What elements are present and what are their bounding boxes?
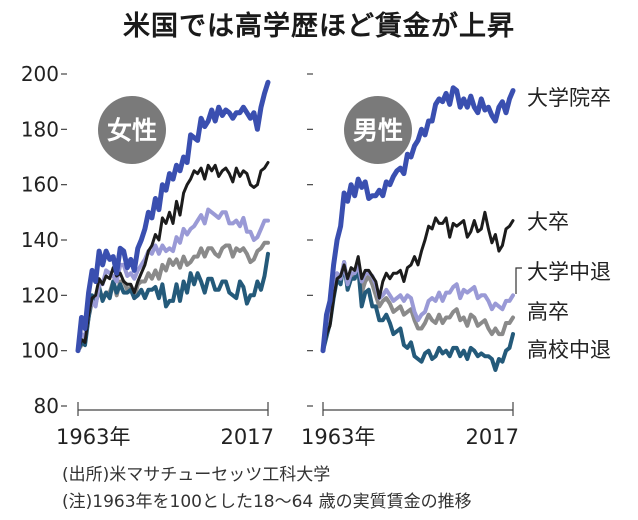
series-line-some_college — [76, 207, 270, 353]
series-line-hs_dropout — [76, 251, 270, 353]
panel-badge-circle — [344, 96, 412, 164]
series-line-college_plus — [75, 79, 271, 354]
label-leader — [515, 267, 522, 294]
y-tick-label: 80 — [34, 394, 59, 418]
y-tick-label: 200 — [21, 62, 59, 86]
series-line-some_college — [321, 260, 515, 353]
panel-label: 男性 — [353, 116, 403, 145]
x-tick-label: 1963年 — [56, 425, 130, 449]
series-line-hs_dropout — [321, 260, 515, 372]
series-label-some_college: 大学中退 — [527, 260, 611, 284]
y-tick-label: 160 — [21, 173, 59, 197]
series-label-college: 大卒 — [527, 210, 569, 234]
series-label-hs_dropout: 高校中退 — [527, 338, 611, 362]
footnote: (注)1963年を100とした18～64 歳の実質賃金の推移 — [62, 492, 472, 512]
y-tick-label: 100 — [21, 339, 59, 363]
y-tick-label: 180 — [21, 117, 59, 141]
panel-badges: 女性 男性 — [98, 96, 412, 164]
panel-badge-circle — [98, 96, 166, 164]
series-line-college — [321, 210, 515, 353]
series-label-high_school: 高卒 — [527, 300, 569, 324]
series-line-college — [76, 161, 270, 353]
y-tick-label: 120 — [21, 283, 59, 307]
series-line-college_plus — [320, 85, 516, 354]
y-tick-label: 140 — [21, 228, 59, 252]
panel-label: 女性 — [107, 116, 157, 145]
x-tick-label: 2017 — [221, 425, 274, 449]
axes-layer: 80 100 120 140 160 180 200 1963年 2017 1963年 2017 — [21, 62, 519, 449]
series-lines — [75, 79, 516, 372]
chart-title: 米国では高学歴ほど賃金が上昇 — [123, 11, 515, 42]
source-note: (出所)米マサチューセッツ工科大学 — [62, 465, 331, 485]
x-tick-label: 1963年 — [301, 425, 375, 449]
x-tick-label: 2017 — [466, 425, 519, 449]
series-label-college_plus: 大学院卒 — [527, 86, 611, 110]
